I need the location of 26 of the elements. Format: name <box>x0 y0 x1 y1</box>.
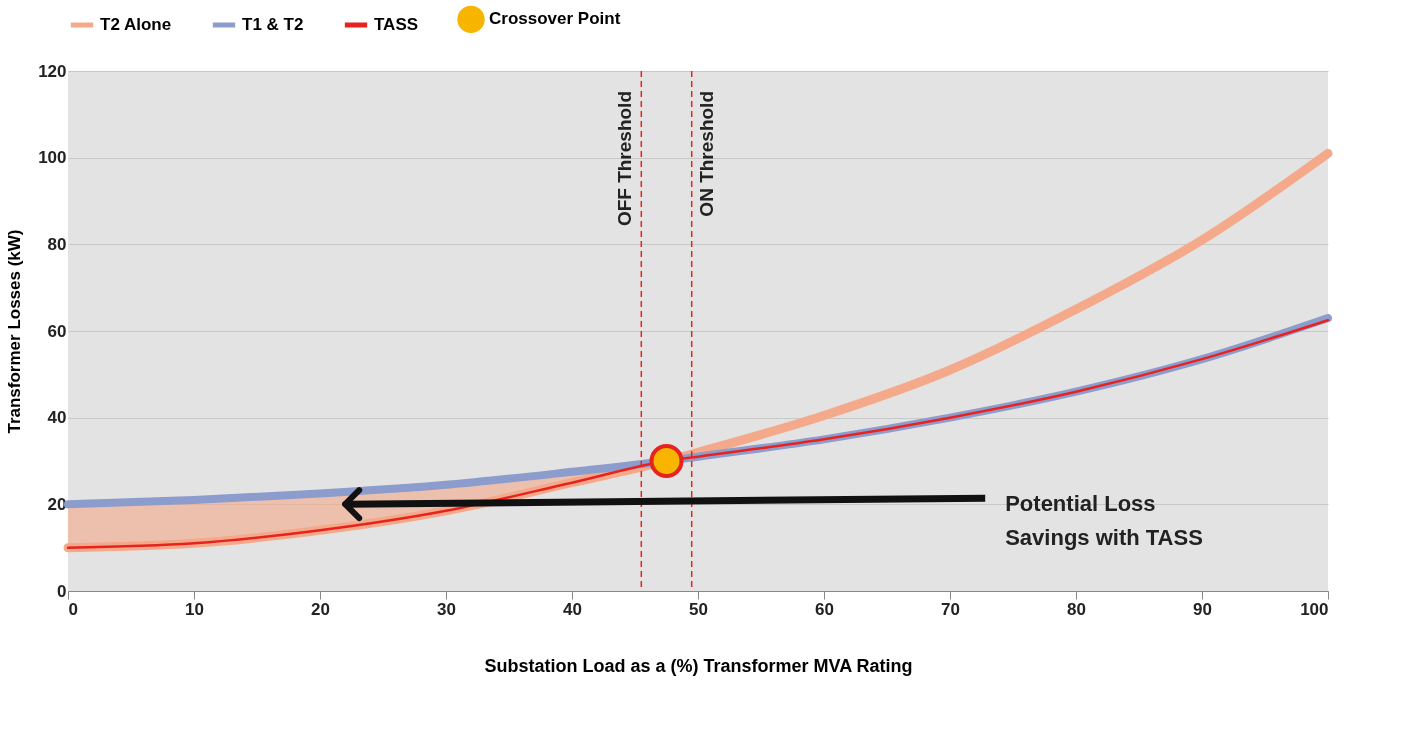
legend-label: Crossover Point <box>489 9 621 29</box>
x-tick-label: 70 <box>941 599 960 619</box>
legend-label: T1 & T2 <box>242 15 304 34</box>
y-tick-label: 0 <box>57 581 67 601</box>
y-tick-label: 120 <box>38 61 67 81</box>
legend-label: T2 Alone <box>100 15 172 34</box>
x-tick-label: 20 <box>311 599 330 619</box>
x-axis-title: Substation Load as a (%) Transformer MVA Rating <box>484 655 913 676</box>
x-tick-label: 100 <box>1300 599 1329 619</box>
x-tick-label: 50 <box>689 599 708 619</box>
x-tick-label: 30 <box>437 599 456 619</box>
ref-line-label: OFF Threshold <box>614 91 636 227</box>
y-tick-label: 40 <box>47 408 67 428</box>
y-axis-title: Transformer Losses (kW) <box>5 229 25 434</box>
annotation: Potential Loss Savings with TASS <box>1005 491 1203 551</box>
ref-line-label: ON Threshold <box>695 91 717 217</box>
y-tick-label: 80 <box>47 234 67 254</box>
x-tick-label: 60 <box>815 599 834 619</box>
x-tick-label: 10 <box>185 599 204 619</box>
y-tick-label: 100 <box>38 148 67 168</box>
y-tick-label: 20 <box>47 494 67 514</box>
x-tick-label: 80 <box>1067 599 1086 619</box>
legend-label: TASS <box>374 15 419 34</box>
x-tick-label: 90 <box>1193 599 1212 619</box>
y-tick-label: 60 <box>47 321 67 341</box>
x-tick-label: 40 <box>563 599 582 619</box>
